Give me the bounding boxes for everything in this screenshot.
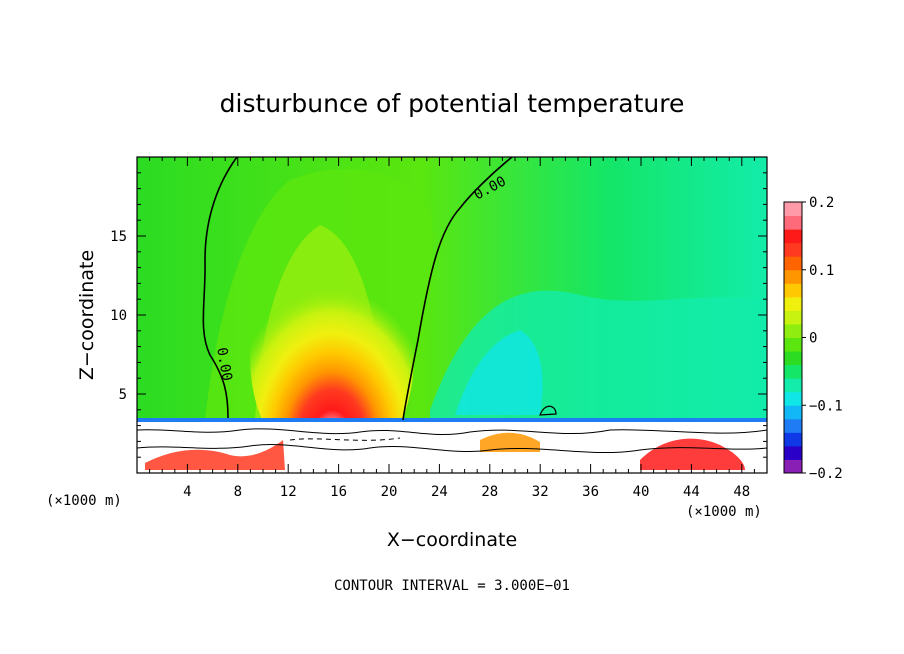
x-tick-label: 20 — [381, 484, 398, 500]
colorbar-swatch — [784, 242, 802, 257]
colorbar-swatch — [784, 445, 802, 460]
colorbar: 0.2 0.1 0 −0.1 −0.2 — [783, 195, 843, 482]
colorbar-tick-label: 0.2 — [809, 195, 834, 211]
warm-anomaly — [250, 240, 414, 473]
colorbar-swatch — [784, 202, 802, 217]
colorbar-swatch — [784, 418, 802, 433]
contour-zero-left — [202, 157, 238, 419]
colorbar-swatch — [784, 283, 802, 298]
colorbar-tick-label: −0.1 — [809, 398, 843, 414]
colorbar-tick-label: −0.2 — [809, 466, 843, 482]
x-tick-label: 36 — [582, 484, 599, 500]
colorbar-swatch — [784, 229, 802, 244]
y-tick-label: 5 — [119, 387, 127, 403]
contour-small — [539, 405, 557, 416]
colorbar-swatch — [784, 378, 802, 393]
x-tick-label: 28 — [481, 484, 498, 500]
chart-title: disturbunce of potential temperature — [220, 89, 685, 118]
colorbar-swatch — [784, 391, 802, 406]
colorbar-swatch — [784, 215, 802, 230]
colorbar-swatch — [784, 296, 802, 311]
x-unit-right: (×1000 m) — [686, 504, 762, 520]
y-axis: 5 10 15 — [110, 172, 767, 458]
colorbar-swatch — [784, 432, 802, 447]
x-tick-label: 16 — [330, 484, 347, 500]
contour-zero-right — [402, 157, 513, 421]
colorbar-swatch — [784, 459, 802, 474]
x-tick-label: 24 — [431, 484, 448, 500]
ground-blob-left — [145, 440, 285, 470]
colorbar-tick-label: 0.1 — [809, 263, 834, 279]
y-tick-label: 10 — [110, 308, 127, 324]
contour-surface-1 — [137, 428, 767, 435]
x-tick-label: 44 — [683, 484, 700, 500]
x-tick-label: 8 — [234, 484, 242, 500]
contour-label: 0.00 — [213, 346, 235, 382]
x-tick-label: 12 — [280, 484, 297, 500]
colorbar-swatch — [784, 323, 802, 338]
colorbar-tick-label: 0 — [809, 331, 817, 347]
surface-band — [137, 418, 767, 422]
colorbar-swatch — [784, 351, 802, 366]
colorbar-swatch — [784, 269, 802, 284]
x-tick-label: 4 — [183, 484, 191, 500]
cool-patch — [455, 330, 543, 415]
y-axis-label: Z−coordinate — [76, 250, 98, 380]
colorbar-swatch — [784, 310, 802, 325]
y-tick-label: 15 — [110, 229, 127, 245]
contour-interval: CONTOUR INTERVAL = 3.000E−01 — [334, 578, 570, 594]
contour-surface-2 — [137, 444, 767, 454]
colorbar-swatch — [784, 364, 802, 379]
contour-surface-dashed — [289, 437, 401, 441]
x-tick-label: 32 — [532, 484, 549, 500]
colorbar-swatch — [784, 256, 802, 271]
ground-blob-mid — [480, 432, 540, 452]
x-tick-label: 48 — [733, 484, 750, 500]
x-axis: 4 8 12 16 20 24 28 32 36 40 44 48 — [149, 157, 755, 500]
x-unit-left: (×1000 m) — [46, 493, 122, 509]
ground-blob-right — [640, 438, 745, 470]
plot-area: 0.00 0.00 — [137, 157, 767, 473]
colorbar-swatch — [784, 337, 802, 352]
colorbar-swatch — [784, 405, 802, 420]
x-axis-label: X−coordinate — [387, 529, 517, 551]
x-tick-label: 40 — [633, 484, 650, 500]
